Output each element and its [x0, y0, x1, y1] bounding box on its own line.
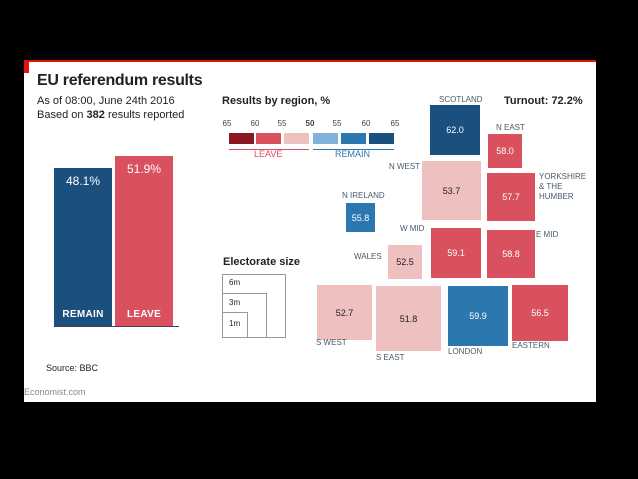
turnout-label: Turnout: 72.2% — [504, 95, 583, 107]
region-label-s-west: S WEST — [316, 338, 347, 347]
legend-leave-label: LEAVE — [254, 149, 283, 159]
legend-tick: 65 — [222, 119, 232, 128]
legend-swatch-leave-dark — [229, 133, 254, 144]
results-count: 382 — [86, 109, 105, 121]
subtitle-timestamp: As of 08:00, June 24th 2016 — [37, 95, 175, 107]
subtitle-prefix: Based on — [37, 109, 87, 121]
electorate-box-1m — [222, 312, 248, 338]
source-note: Source: BBC — [46, 363, 99, 373]
subtitle-results: Based on 382 results reported — [37, 109, 184, 121]
bar-leave-value: 51.9% — [126, 161, 162, 176]
legend-tick: 60 — [361, 119, 371, 128]
bar-remain: 48.1% REMAIN — [54, 168, 112, 326]
chart-title: EU referendum results — [37, 72, 203, 89]
bar-remain-value: 48.1% — [65, 174, 101, 189]
legend-remain-label: REMAIN — [335, 149, 371, 159]
brand-credit: Economist.com — [24, 387, 86, 397]
bar-remain-label: REMAIN — [62, 308, 104, 320]
legend-swatch-remain-dark — [369, 133, 394, 144]
region-label-s-east: S EAST — [376, 353, 405, 362]
region-label-e-mid: E MID — [536, 230, 559, 239]
legend-leave-rule — [229, 149, 309, 150]
region-tile-s-east: 51.8 — [376, 286, 441, 351]
region-tile-s-west: 52.7 — [317, 285, 372, 340]
electorate-label-6m: 6m — [229, 278, 241, 287]
legend-swatch-remain-mid — [341, 133, 366, 144]
legend-tick: 55 — [277, 119, 287, 128]
legend-tick: 50 — [305, 119, 315, 128]
region-tile-wales: 52.5 — [388, 245, 422, 279]
legend-swatch-leave-mid — [256, 133, 281, 144]
legend-tick: 60 — [250, 119, 260, 128]
bar-leave: 51.9% LEAVE — [115, 155, 173, 326]
region-tile-e-mid: 58.8 — [487, 230, 535, 278]
region-tile-n-west: 53.7 — [422, 161, 481, 220]
region-tile-scotland: 62.0 — [430, 105, 480, 155]
region-label-yorkshire: YORKSHIRE & THE HUMBER — [539, 172, 587, 201]
region-label-wales: WALES — [354, 252, 382, 261]
legend-tick: 55 — [332, 119, 342, 128]
electorate-label-1m: 1m — [229, 319, 241, 328]
region-label-n-east: N EAST — [496, 123, 525, 132]
chart-card: EU referendum results As of 08:00, June … — [24, 60, 596, 402]
region-label-scotland: SCOTLAND — [439, 95, 483, 104]
region-tile-yorkshire: 57.7 — [487, 173, 535, 221]
legend-swatch-leave-light — [284, 133, 309, 144]
top-rule — [24, 60, 596, 62]
legend-tick: 65 — [390, 119, 400, 128]
legend-remain-rule — [313, 149, 394, 150]
brand-tag — [24, 62, 29, 73]
region-label-london: LONDON — [448, 347, 483, 356]
region-label-n-ireland: N IRELAND — [342, 191, 385, 200]
region-tile-n-ireland: 55.8 — [346, 203, 375, 232]
region-label-eastern: EASTERN — [512, 341, 550, 350]
region-tile-n-east: 58.0 — [488, 134, 522, 168]
electorate-label-3m: 3m — [229, 298, 241, 307]
region-chart-title: Results by region, % — [222, 95, 331, 107]
bar-baseline — [54, 326, 179, 327]
region-tile-london: 59.9 — [448, 286, 508, 346]
region-tile-eastern: 56.5 — [512, 285, 568, 341]
region-tile-w-mid: 59.1 — [431, 228, 481, 278]
region-label-w-mid: W MID — [400, 224, 425, 233]
legend-swatch-remain-light — [313, 133, 338, 144]
subtitle-suffix: results reported — [104, 109, 185, 121]
region-label-n-west: N WEST — [389, 162, 421, 171]
electorate-title: Electorate size — [223, 256, 301, 268]
bar-leave-label: LEAVE — [126, 308, 162, 320]
